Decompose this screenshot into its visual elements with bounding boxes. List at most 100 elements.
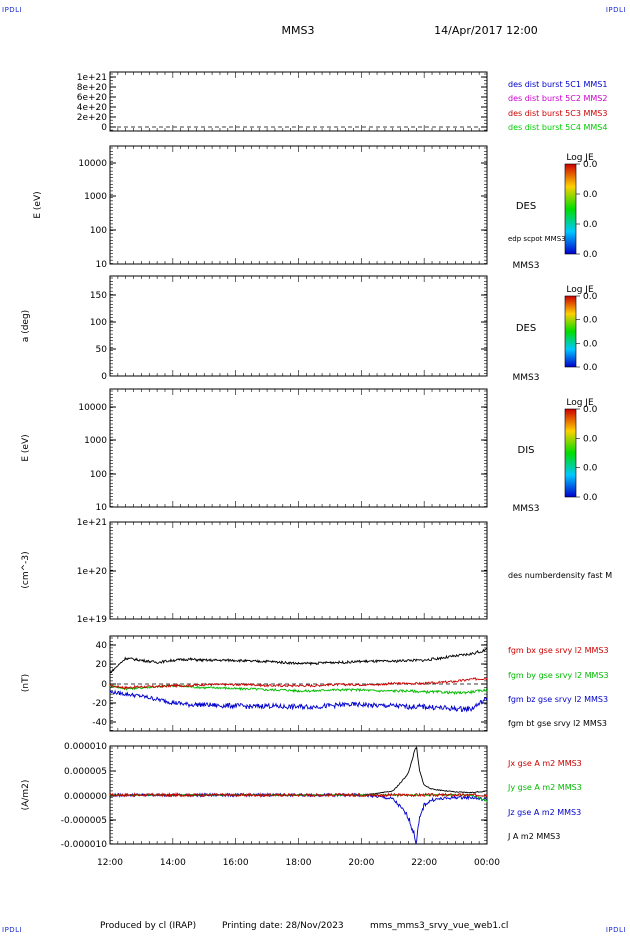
p1-ytick-label: 4e+20: [77, 103, 108, 113]
time-tick-label: 20:00: [348, 858, 374, 868]
time-tick-label: 18:00: [286, 858, 312, 868]
plot-canvas: MMS3 14/Apr/2017 12:00 1e+218e+206e+204e…: [0, 0, 630, 934]
p4-ytick-label: 100: [90, 470, 107, 480]
panel-des-pitch: a (deg) 150100500 DES MMS3 Log JE0.00.00…: [21, 276, 598, 383]
time-axis: 12:00 14:00 16:00 18:00 20:00 22:00 00:00: [97, 858, 500, 868]
p7-series-line: [110, 794, 487, 844]
ylabel-p2: E (eV): [33, 191, 43, 218]
p7-ytick-label: 0.000010: [64, 742, 107, 752]
p5-ytick-label: 1e+20: [77, 567, 108, 577]
p3-ytick-label: 50: [96, 345, 108, 355]
p6-ytick-label: 40: [96, 641, 108, 651]
p6-ytick-label: 0: [101, 680, 107, 690]
p4-ytick-label: 1000: [84, 436, 107, 446]
p7-ytick-label: -0.000010: [61, 840, 107, 850]
p4-colorbar-value: 0.0: [583, 405, 598, 415]
p1-ytick-label: 1e+21: [77, 73, 107, 83]
p1-legend-item: des dist burst 5C3 MMS3: [508, 109, 607, 118]
sc-label-p3: MMS3: [513, 373, 540, 383]
p6-ytick-label: -40: [92, 718, 107, 728]
p1-ytick-label: 8e+20: [77, 83, 108, 93]
panel-current-density: (A/m2) 0.000010 0.000005 0.000000 -0.000005…: [21, 742, 582, 850]
sc-label-p4: MMS3: [513, 504, 540, 514]
panel-1-frame: [110, 72, 487, 131]
p2-colorbar: [565, 164, 576, 254]
p4-colorbar-value: 0.0: [583, 434, 598, 444]
p2-colorbar-value: 0.0: [583, 160, 598, 170]
p4-colorbar-value: 0.0: [583, 493, 598, 503]
p7-ytick-label: -0.000005: [61, 816, 107, 826]
spacecraft-title: MMS3: [282, 24, 315, 37]
p7-ytick-label: 0.000005: [64, 767, 107, 777]
species-label-p2: DES: [516, 201, 536, 212]
p2-colorbar-value: 0.0: [583, 220, 598, 230]
datetime-title: 14/Apr/2017 12:00: [434, 24, 538, 37]
ipdli-corner-bottom-right: IPDLI: [606, 926, 626, 934]
p1-ytick-label: 6e+20: [77, 93, 108, 103]
p6-series-line: [110, 648, 487, 672]
p7-legend-item: Jy gse A m2 MMS3: [507, 783, 582, 792]
overlay-label-p2: edp scpot MMS3: [508, 235, 566, 243]
ylabel-p4: E (eV): [21, 434, 31, 461]
p5-ytick-label: 1e+21: [77, 518, 107, 528]
time-tick-label: 22:00: [411, 858, 437, 868]
panel-5-frame: [110, 522, 487, 619]
species-label-p4: DIS: [518, 445, 535, 456]
time-tick-label: 16:00: [223, 858, 249, 868]
p7-ytick-label: 0.000000: [64, 792, 107, 802]
p2-colorbar-value: 0.0: [583, 250, 598, 260]
p3-colorbar-value: 0.0: [583, 292, 598, 302]
p6-ytick-label: -20: [92, 699, 107, 709]
panel-density: (cm^-3) 1e+21 1e+20 1e+19 des numberdensit…: [21, 518, 612, 625]
footer-filename: mms_mms3_srvy_vue_web1.cl: [370, 921, 508, 931]
p2-ytick-label: 1000: [84, 192, 107, 202]
p1-legend-item: des dist burst 5C1 MMS1: [508, 80, 607, 89]
panel-3-frame: [110, 276, 487, 376]
p6-legend-item: fgm by gse srvy l2 MMS3: [508, 671, 609, 680]
time-tick-label: 14:00: [160, 858, 186, 868]
ipdli-corner-top-left: IPDLI: [2, 6, 22, 14]
p4-ytick-label: 10: [96, 503, 108, 513]
p3-colorbar: [565, 296, 576, 367]
p1-legend-item: des dist burst 5C2 MMS2: [508, 94, 607, 103]
sc-label-p2: MMS3: [513, 261, 540, 271]
p6-ytick-label: 20: [96, 660, 108, 670]
p4-colorbar-value: 0.0: [583, 464, 598, 474]
p3-colorbar-value: 0.0: [583, 339, 598, 349]
p2-colorbar-value: 0.0: [583, 190, 598, 200]
p3-colorbar-value: 0.0: [583, 363, 598, 373]
p6-series-line: [110, 691, 487, 711]
panel-magnetic-field: (nT) 40 20 0 -20 -40 fgm bx gse srvy l2 MMS3…: [21, 636, 609, 731]
p6-series-line: [110, 678, 487, 689]
p2-ytick-label: 10000: [78, 159, 107, 169]
p3-ytick-label: 0: [101, 372, 107, 382]
p7-legend-item: Jx gse A m2 MMS3: [507, 759, 582, 768]
footer-printing-date: Printing date: 28/Nov/2023: [222, 921, 344, 931]
p3-ytick-label: 150: [90, 291, 107, 301]
time-tick-label: 00:00: [474, 858, 500, 868]
footer-produced-by: Produced by cl (IRAP): [100, 921, 196, 931]
p4-colorbar: [565, 409, 576, 497]
p5-legend-item: des numberdensity fast M: [508, 571, 612, 580]
ylabel-p7: (A/m2): [21, 780, 31, 811]
p3-colorbar-value: 0.0: [583, 316, 598, 326]
p1-ytick-label: 0: [101, 123, 107, 133]
p6-legend-item: fgm bt gse srvy l2 MMS3: [508, 719, 607, 728]
p4-ytick-label: 10000: [78, 403, 107, 413]
p7-series-line: [110, 748, 487, 796]
p2-ytick-label: 100: [90, 226, 107, 236]
p7-legend-item: J A m2 MMS3: [507, 832, 560, 841]
p3-ytick-label: 100: [90, 318, 107, 328]
ylabel-p5: (cm^-3): [21, 551, 31, 588]
p1-ytick-label: 2e+20: [77, 113, 108, 123]
ipdli-corner-top-right: IPDLI: [606, 6, 626, 14]
p2-ytick-label: 10: [96, 260, 108, 270]
p1-legend-item: des dist burst 5C4 MMS4: [508, 123, 607, 132]
p5-ytick-label: 1e+19: [77, 615, 108, 625]
p7-legend-item: Jz gse A m2 MMS3: [507, 808, 581, 817]
panel-des-energy: E (eV) 10000 1000 100 10 DES edp scpot MMS3…: [33, 146, 598, 271]
ylabel-p6: (nT): [21, 674, 31, 692]
time-tick-label: 12:00: [97, 858, 123, 868]
